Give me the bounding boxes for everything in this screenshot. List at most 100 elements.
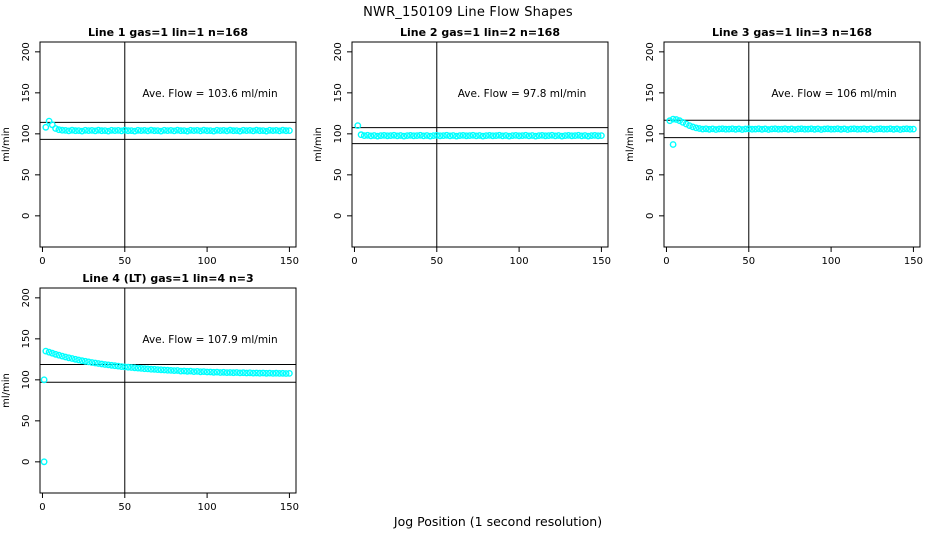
data-point (239, 126, 247, 134)
data-point (157, 127, 165, 135)
data-point (141, 127, 148, 134)
data-point (561, 132, 569, 140)
data-point (226, 126, 234, 134)
data-point (768, 125, 776, 133)
data-point (469, 131, 477, 139)
data-point (509, 132, 516, 140)
panel-line-3: 0 50 100 150 0 50 100 150 200 ml/min Line 3 gas=1 … (624, 26, 936, 272)
data-point (732, 125, 740, 133)
data-point (174, 126, 181, 134)
x-tick-label: 100 (198, 502, 217, 513)
data-point (279, 126, 287, 134)
data-point (285, 370, 293, 377)
data-point (492, 132, 500, 140)
data-point (883, 125, 891, 133)
data-point (111, 362, 119, 370)
data-point (137, 365, 145, 372)
data-point (824, 125, 832, 133)
data-point (705, 125, 713, 133)
x-tick-label: 100 (198, 256, 217, 267)
data-point (246, 369, 254, 377)
data-point (374, 132, 381, 140)
data-point (466, 132, 474, 140)
data-point (578, 132, 586, 140)
data-point (407, 132, 414, 139)
plot-box (351, 41, 609, 248)
data-point (568, 132, 576, 140)
data-point (124, 363, 132, 371)
data-point (699, 125, 707, 133)
y-tick-label: 50 (21, 168, 32, 181)
data-point (210, 127, 218, 135)
data-point (420, 132, 428, 140)
x-tick-label: 100 (510, 256, 529, 267)
data-point (229, 369, 237, 377)
y-tick-label: 50 (333, 168, 344, 181)
data-point (180, 367, 188, 375)
data-point (118, 127, 125, 135)
data-point (594, 132, 602, 140)
data-point (85, 358, 93, 366)
data-point (91, 359, 99, 367)
data-point (778, 125, 786, 133)
data-point (65, 354, 73, 362)
data-point (489, 132, 497, 140)
data-point (213, 368, 221, 376)
data-point (584, 132, 592, 140)
data-point (256, 369, 264, 377)
data-point (259, 127, 267, 135)
data-point (78, 357, 86, 365)
data-point (68, 355, 76, 362)
data-point (180, 127, 188, 135)
panel-line-2: 0 50 100 150 0 50 100 150 200 ml/min Line 2 gas=1 … (312, 26, 624, 272)
data-point (751, 125, 759, 133)
y-tick-label: 100 (645, 124, 656, 143)
data-point (390, 131, 398, 139)
data-point (597, 132, 605, 140)
data-point (239, 369, 247, 377)
data-point (95, 126, 102, 134)
data-point (170, 367, 178, 375)
data-point (147, 365, 155, 373)
data-point (774, 125, 782, 133)
data-point (160, 366, 168, 374)
data-point (279, 369, 287, 377)
plot-box (39, 287, 297, 494)
data-point (472, 132, 480, 140)
data-point (229, 127, 237, 135)
data-point (104, 127, 112, 135)
x-tick-label: 50 (118, 256, 131, 267)
data-point (101, 361, 109, 368)
data-point (840, 125, 848, 133)
data-point (886, 125, 894, 133)
data-point (124, 127, 132, 135)
data-point (187, 126, 195, 134)
data-point (430, 132, 437, 140)
plot-line-2: 0 50 100 150 0 50 100 150 200 ml/min Line 2 gas=1 … (313, 26, 611, 267)
data-point (495, 131, 503, 139)
data-point (220, 368, 228, 376)
data-point (357, 131, 365, 139)
data-point (745, 125, 753, 133)
data-point (565, 132, 572, 139)
data-point (111, 127, 119, 135)
data-point (249, 369, 257, 377)
data-point (535, 132, 543, 140)
data-point (266, 369, 274, 377)
data-point (68, 126, 76, 134)
y-tick-label: 50 (21, 414, 32, 427)
data-point (276, 127, 283, 135)
data-point (42, 347, 50, 355)
x-tick-label: 150 (592, 256, 611, 267)
data-point (880, 125, 888, 133)
data-point (154, 127, 162, 135)
data-point (48, 349, 56, 357)
data-point (735, 125, 743, 133)
data-point (867, 125, 875, 133)
y-tick-label: 100 (21, 124, 32, 143)
data-point (58, 126, 66, 134)
data-point (873, 125, 881, 133)
data-point (709, 125, 717, 133)
data-point (62, 127, 69, 134)
